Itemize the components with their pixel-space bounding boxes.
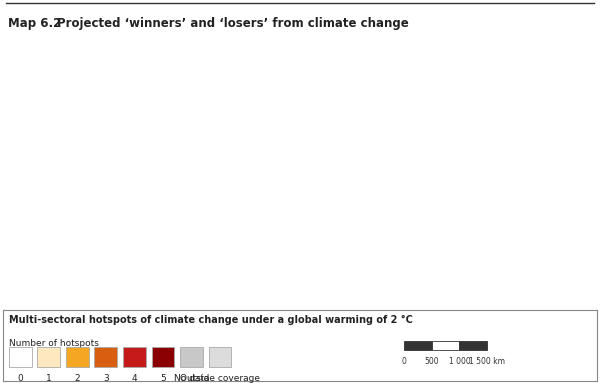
Text: 0: 0 xyxy=(17,375,23,383)
FancyBboxPatch shape xyxy=(151,347,174,367)
FancyBboxPatch shape xyxy=(209,347,231,367)
FancyBboxPatch shape xyxy=(66,347,89,367)
FancyBboxPatch shape xyxy=(9,347,32,367)
FancyBboxPatch shape xyxy=(123,347,146,367)
Text: 5: 5 xyxy=(160,375,166,383)
Text: Projected ‘winners’ and ‘losers’ from climate change: Projected ‘winners’ and ‘losers’ from cl… xyxy=(57,17,409,30)
Text: 1 000: 1 000 xyxy=(449,357,470,366)
Text: 3: 3 xyxy=(103,375,109,383)
Text: 500: 500 xyxy=(424,357,439,366)
Text: Multi-sectoral hotspots of climate change under a global warming of 2 °C: Multi-sectoral hotspots of climate chang… xyxy=(9,315,413,325)
FancyBboxPatch shape xyxy=(94,347,117,367)
FancyBboxPatch shape xyxy=(37,347,60,367)
FancyBboxPatch shape xyxy=(180,347,203,367)
Text: 1: 1 xyxy=(46,375,52,383)
Text: Outside coverage: Outside coverage xyxy=(180,375,260,383)
FancyBboxPatch shape xyxy=(460,341,487,350)
FancyBboxPatch shape xyxy=(431,341,460,350)
Text: 1 500 km: 1 500 km xyxy=(469,357,505,366)
Text: Map 6.2: Map 6.2 xyxy=(8,17,61,30)
Text: Number of hotspots: Number of hotspots xyxy=(9,339,99,347)
FancyBboxPatch shape xyxy=(404,341,431,350)
Text: No data: No data xyxy=(173,375,209,383)
Text: 0: 0 xyxy=(401,357,406,366)
Text: 2: 2 xyxy=(74,375,80,383)
Text: 4: 4 xyxy=(131,375,137,383)
